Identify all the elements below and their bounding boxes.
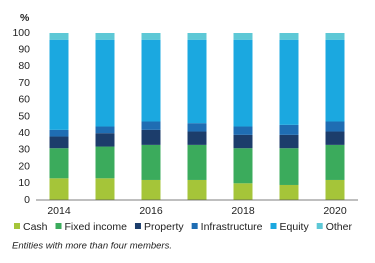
bar-segment [325,121,345,132]
bar-segment [141,39,161,122]
bar-segment [325,131,345,145]
y-tick-label: 100 [12,27,30,39]
bar-segment [233,148,253,184]
legend-swatch [134,223,141,229]
bar-segment [95,178,115,200]
x-tick-label: 2014 [47,205,71,217]
x-tick-label: 2020 [323,205,347,217]
bar-segment [141,144,161,180]
bar-segment [325,33,345,40]
bar-segment [95,146,115,179]
bar-segment [49,39,69,130]
y-tick-label: 30 [18,144,30,156]
bar-segment [233,33,253,40]
bar-segment [187,39,207,124]
bar-segment [187,123,207,132]
bar-segment [95,33,115,40]
bar-segment [95,133,115,147]
bar-segment [233,134,253,149]
bar-segment [49,148,69,179]
bar-segment [279,134,299,149]
y-tick-label: 60 [18,94,30,106]
y-tick-label: 0 [24,194,30,206]
x-tick-label: 2018 [231,205,255,217]
bar-segment [279,184,299,200]
legend-swatch [14,223,20,229]
bar-segment [141,179,161,200]
bar-segment [187,33,207,40]
legend-label: Property [144,221,184,233]
y-tick-label: 10 [18,177,30,189]
bar-segment [325,179,345,200]
y-tick-label: 70 [18,77,30,89]
bar-segment [187,131,207,145]
bar-segment [233,183,253,200]
legend-label: Other [326,221,353,233]
y-axis-label: % [20,12,30,24]
bar-segment [95,126,115,134]
bar-segment [325,144,345,180]
bar-segment [187,144,207,180]
bar-segment [325,39,345,122]
legend-swatch [270,223,277,229]
bar-segment [141,121,161,130]
legend-swatch [55,223,62,229]
bar-segment [233,39,253,127]
bar-segment [49,129,69,137]
bar-segment [279,124,299,135]
legend-swatch [316,223,323,229]
bar-segment [279,39,299,125]
footnote: Entities with more than four members. [12,241,172,252]
y-tick-label: 90 [18,43,30,55]
bar-segment [49,178,69,200]
x-tick-label: 2016 [139,205,163,217]
bar-segment [233,126,253,135]
bar-segment [279,33,299,40]
bar-segment [49,33,69,40]
bar-segment [187,179,207,200]
legend-label: Cash [23,221,48,233]
legend-label: Equity [280,221,310,233]
bar-segment [141,129,161,145]
legend-swatch [191,223,198,229]
y-tick-label: 40 [18,127,30,139]
bar-segment [141,33,161,40]
bar-segment [279,148,299,185]
y-tick-label: 80 [18,60,30,72]
bar-segment [95,39,115,127]
y-tick-label: 20 [18,160,30,172]
y-tick-label: 50 [18,110,30,122]
legend-label: Infrastructure [201,221,263,233]
bar-segment [49,136,69,149]
legend-label: Fixed income [65,221,128,233]
